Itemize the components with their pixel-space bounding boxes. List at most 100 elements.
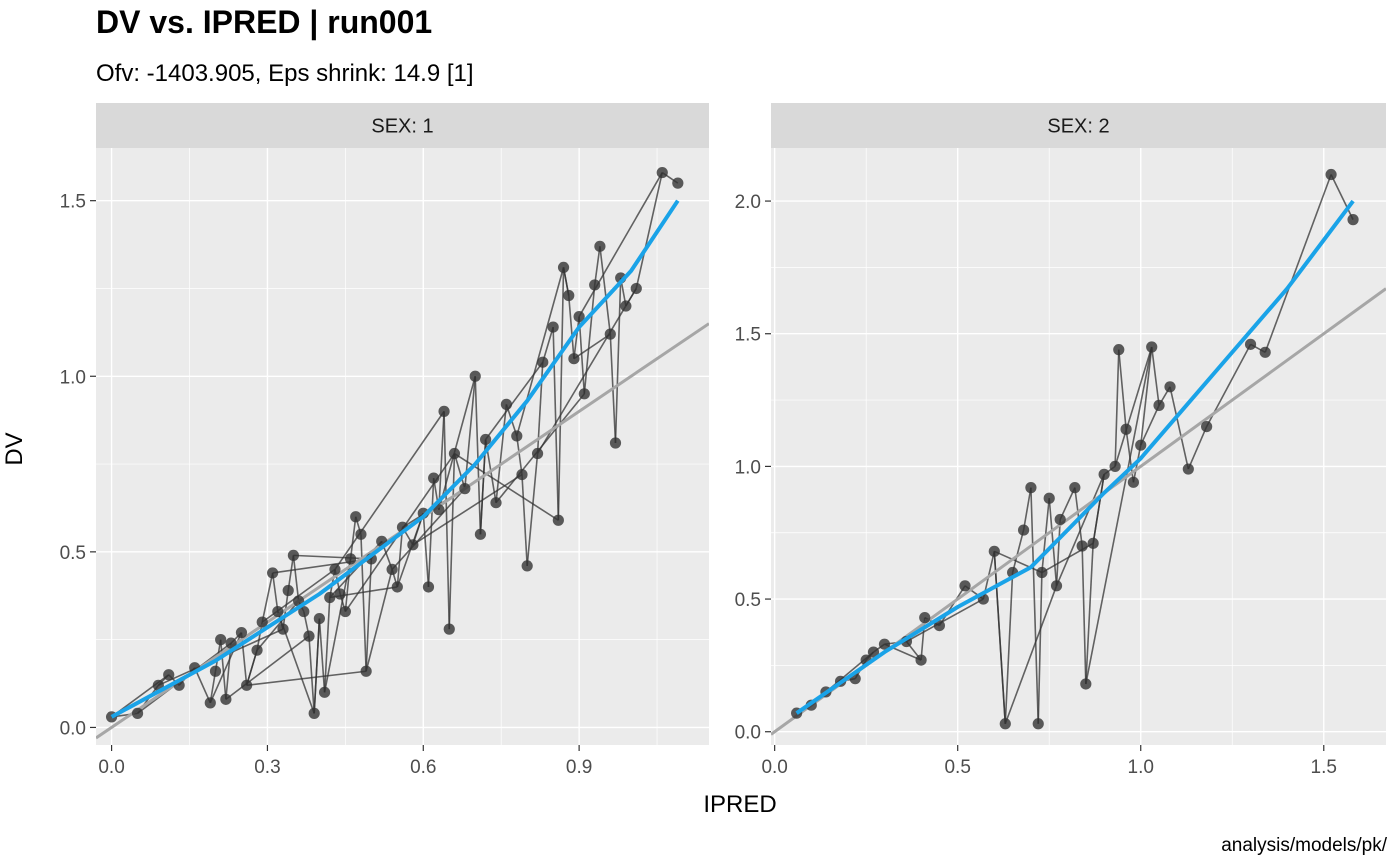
profile-line [219,639,227,700]
data-point [656,166,668,179]
data-point [1120,423,1132,435]
data-point [1146,341,1158,353]
y-tick-label: 0.5 [60,543,86,564]
data-point [1025,482,1037,494]
data-point [1076,540,1088,552]
profile-line [391,488,466,570]
profile-line [573,316,580,359]
data-point [267,567,279,579]
profile-line [993,551,1007,724]
gridlines [96,148,709,745]
data-point [163,669,175,681]
profile-line [261,572,274,623]
data-point [360,665,372,677]
data-point [474,528,487,540]
profile-line [599,246,612,335]
facet-strip-label: SEX: 1 [371,116,433,138]
profile-line [521,474,528,566]
data-point [604,328,616,340]
data-point [448,447,461,460]
data-point [552,514,564,526]
profile-line [438,376,477,510]
data-point [1069,482,1081,494]
profile-line [541,326,554,363]
data-point [594,240,606,252]
data-point [469,370,481,382]
data-point [344,553,357,565]
data-point [339,605,351,618]
y-tick-label: 1.5 [735,325,761,346]
profile-line [1140,405,1160,446]
profile-line [193,667,212,704]
data-point [272,605,284,618]
data-point [386,563,398,576]
data-point [573,310,585,323]
profile-line [365,558,373,672]
data-point [609,437,622,449]
profile-line [1150,346,1160,406]
data-point [1017,524,1030,536]
profile-line [593,246,601,286]
profile-line [396,527,404,588]
data-point [1080,678,1092,690]
data-point [235,627,248,639]
profile-line [1011,529,1025,573]
data-point [1153,399,1165,411]
profile-line [1187,426,1208,470]
profile-line [1030,487,1040,724]
data-point [1113,344,1125,356]
y-tick-label: 1.5 [60,192,86,213]
data-point [251,644,263,656]
profile-line [1037,572,1043,724]
profile-line [246,670,367,687]
x-tick-label: 1.0 [1128,757,1154,778]
plot-title: DV vs. IPRED | run001 [96,4,432,40]
x-tick-label: 0.3 [254,757,280,778]
data-point [919,612,931,624]
data-point [537,356,549,368]
data-point [578,388,590,400]
data-point [209,665,222,677]
data-point [308,707,320,719]
data-point [480,433,492,446]
profile-line [464,376,477,489]
profile-line [614,277,622,444]
data-point [1259,346,1271,358]
profile-line [583,284,596,394]
data-point [620,300,632,312]
data-point [298,605,310,618]
data-point [1164,381,1176,393]
x-tick-label: 1.5 [1311,757,1337,778]
profile-line [1085,543,1094,685]
data-point [516,468,528,481]
data-point [1182,463,1194,475]
data-point [490,497,502,509]
profile-line [1004,572,1014,724]
profile-line [526,453,539,566]
data-point [391,581,403,593]
data-layer [771,168,1386,736]
data-point [355,528,367,540]
x-axis-title: IPRED [703,791,776,818]
smooth-line [795,199,1355,715]
profile-line [1004,585,1058,725]
profile-line [318,618,326,693]
data-point [511,430,523,442]
profile-line [516,267,565,437]
data-point [1050,580,1063,592]
profile-line [1085,346,1153,685]
panel-background [771,148,1386,745]
profile-line [635,172,664,289]
panel-background [96,148,709,745]
facet-strip-label: SEX: 2 [1047,116,1109,138]
data-point [999,718,1011,730]
data-point [215,634,227,646]
data-point [334,588,346,600]
data-point [1244,338,1257,350]
data-point [459,483,471,495]
profile-line [993,550,1043,574]
data-point [1135,439,1147,451]
data-point [407,539,419,551]
y-tick-label: 1.0 [735,457,761,478]
profile-line [453,453,466,489]
